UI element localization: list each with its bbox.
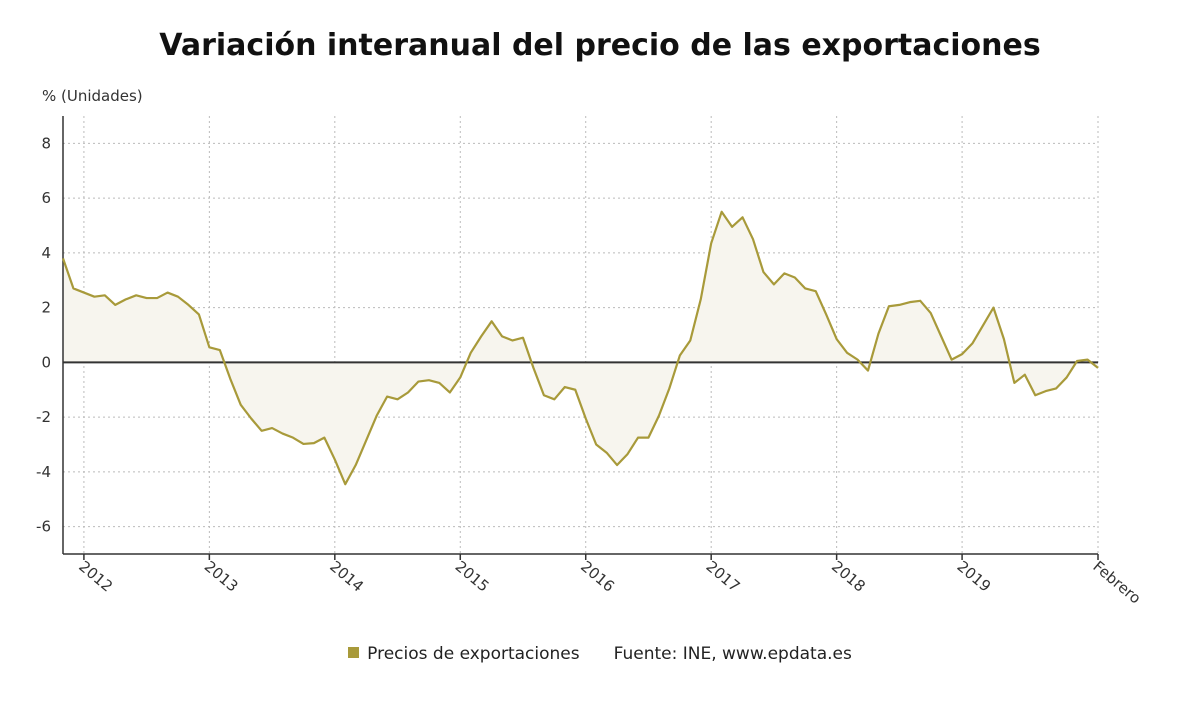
source-note: Fuente: INE, www.epdata.es <box>613 644 852 664</box>
x-tick-label: 2017 <box>703 557 744 595</box>
x-tick-label: 2018 <box>828 557 869 595</box>
x-tick-label: 2014 <box>326 557 367 595</box>
y-tick-label: 2 <box>41 299 51 317</box>
series-line <box>61 210 1099 486</box>
x-tick-label: 2016 <box>577 557 618 595</box>
x-tick-label: Febrero <box>1089 557 1144 607</box>
legend-swatch <box>348 647 360 658</box>
y-tick-label: -6 <box>36 518 51 536</box>
x-tick-label: 2012 <box>75 557 116 595</box>
series-area <box>63 211 1098 485</box>
y-tick-label: -4 <box>36 463 51 481</box>
y-tick-label: 6 <box>41 189 51 207</box>
y-tick-label: 4 <box>41 244 51 262</box>
legend-series-label: Precios de exportaciones <box>367 644 580 664</box>
x-tick-label: 2015 <box>452 557 493 595</box>
legend: Precios de exportaciones Fuente: INE, www… <box>0 644 1200 664</box>
chart-title: Variación interanual del precio de las e… <box>159 28 1041 63</box>
x-tick-label: 2019 <box>954 557 995 595</box>
y-tick-label: 0 <box>41 353 51 371</box>
y-tick-label: -2 <box>36 408 51 426</box>
y-axis-unit-label: % (Unidades) <box>42 87 143 105</box>
y-tick-label: 8 <box>41 134 51 152</box>
x-tick-label: 2013 <box>201 557 242 595</box>
